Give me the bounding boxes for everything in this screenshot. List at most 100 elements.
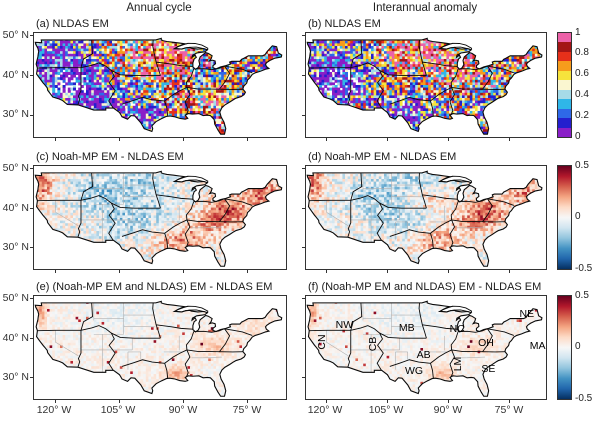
x-axis-tick-mark (447, 399, 449, 403)
x-axis-tick-mark (508, 137, 510, 141)
y-tick-30n-row2: 30° N (2, 241, 29, 253)
x-axis-tick-mark (54, 269, 56, 273)
x-tick-75w-right: 75° W (494, 404, 524, 416)
colorbar-row1 (557, 32, 572, 138)
column-title-interannual-anomaly: Interannual anomaly (372, 2, 478, 14)
x-axis-tick-mark (182, 269, 184, 273)
y-axis-tick-mark (30, 114, 34, 116)
region-label-se: SE (481, 363, 496, 376)
map-canvas-f (306, 296, 546, 399)
region-label-nc: NC (449, 322, 465, 335)
y-axis-tick-mark (302, 35, 306, 37)
region-label-lm: LM (452, 356, 465, 372)
region-label-cn: CN (315, 334, 328, 350)
region-label-wg: WG (404, 365, 424, 378)
x-tick-90w-right: 90° W (433, 404, 463, 416)
y-axis-tick-mark (302, 168, 306, 170)
colorbar-row3 (557, 295, 572, 400)
panel-label-a: (a) NLDAS EM (36, 18, 109, 30)
colorbar-tick-label: 0.4 (575, 88, 589, 100)
y-axis-tick-mark (302, 114, 306, 116)
x-axis-tick-mark (54, 399, 56, 403)
x-axis-tick-mark (325, 137, 327, 141)
x-axis-tick-mark (325, 399, 327, 403)
colorbar-tick-label: 0.2 (575, 109, 589, 121)
colorbar-segment (558, 108, 571, 119)
x-axis-tick-mark (118, 137, 120, 141)
map-panel-f: NW MB NC NE CN CB AB OH MA WG LM SE (302, 295, 547, 403)
y-tick-30n-row3: 30° N (2, 371, 29, 383)
colorbar-tick-label: -0.5 (575, 392, 593, 404)
y-tick-40n-row2: 40° N (2, 202, 29, 214)
x-tick-75w-left: 75° W (232, 404, 262, 416)
map-panel-b (302, 32, 547, 141)
colorbar-tick-label: -0.5 (575, 262, 593, 274)
y-axis-tick-mark (30, 246, 34, 248)
y-axis-tick-mark (30, 337, 34, 339)
y-axis-tick-mark (302, 337, 306, 339)
region-label-ma: MA (529, 340, 546, 353)
colorbar-segment (558, 41, 571, 52)
colorbar-segment (558, 79, 571, 90)
x-axis-tick-mark (54, 137, 56, 141)
panel-label-d: (d) Noah-MP EM - NLDAS EM (308, 151, 457, 163)
colorbar-tick-label: 0.6 (575, 68, 589, 80)
colorbar-tick-label: 0.8 (575, 47, 589, 59)
y-tick-40n-row3: 40° N (2, 332, 29, 344)
y-tick-40n-row1: 40° N (2, 69, 29, 81)
x-axis-tick-mark (182, 137, 184, 141)
colorbar-segment (558, 89, 571, 100)
y-axis-tick-mark (302, 376, 306, 378)
y-tick-50n-row1: 50° N (2, 29, 29, 41)
x-axis-tick-mark (325, 269, 327, 273)
colorbar-segment (558, 127, 571, 137)
colorbar-tick-label: 0.5 (575, 289, 589, 301)
region-label-ne: NE (519, 307, 535, 320)
x-tick-90w-left: 90° W (168, 404, 198, 416)
region-label-nw: NW (335, 318, 354, 331)
colorbar-tick-label: 1 (575, 26, 581, 38)
colorbar-tick-label: 0.5 (575, 159, 589, 171)
map-panel-a (30, 32, 287, 141)
x-axis-tick-mark (247, 399, 249, 403)
colorbar-row2 (557, 165, 572, 270)
x-axis-tick-mark (447, 269, 449, 273)
map-panel-d (302, 165, 547, 273)
map-canvas-c (34, 166, 286, 269)
panel-label-c: (c) Noah-MP EM - NLDAS EM (36, 151, 184, 163)
y-axis-tick-mark (30, 376, 34, 378)
colorbar-segment (558, 98, 571, 109)
y-axis-tick-mark (30, 207, 34, 209)
region-label-ab: AB (416, 348, 431, 361)
colorbar-segment (558, 51, 571, 62)
x-axis-tick-mark (447, 137, 449, 141)
x-axis-tick-mark (247, 137, 249, 141)
x-tick-105w-left: 105° W (100, 404, 136, 416)
panel-label-e: (e) (Noah-MP EM and NLDAS) EM - NLDAS EM (36, 281, 273, 293)
y-tick-30n-row1: 30° N (2, 108, 29, 120)
colorbar-segment (558, 70, 571, 81)
x-axis-tick-mark (182, 399, 184, 403)
map-panel-c (30, 165, 287, 273)
x-axis-tick-mark (386, 269, 388, 273)
region-label-oh: OH (478, 337, 494, 350)
x-axis-tick-mark (386, 137, 388, 141)
x-tick-105w-right: 105° W (368, 404, 404, 416)
y-axis-tick-mark (302, 207, 306, 209)
panel-label-b: (b) NLDAS EM (308, 18, 381, 30)
x-axis-tick-mark (508, 269, 510, 273)
colorbar-segment (558, 60, 571, 71)
colorbar-tick-label: 0 (575, 130, 581, 142)
region-label-mb: MB (398, 321, 415, 334)
map-canvas-d (306, 166, 546, 269)
x-axis-tick-mark (247, 269, 249, 273)
y-axis-tick-mark (302, 75, 306, 77)
y-axis-tick-mark (30, 298, 34, 300)
map-panel-e (30, 295, 287, 403)
x-axis-tick-mark (118, 399, 120, 403)
x-axis-tick-mark (118, 269, 120, 273)
map-canvas-a (34, 33, 286, 137)
y-axis-tick-mark (30, 168, 34, 170)
y-axis-tick-mark (302, 298, 306, 300)
